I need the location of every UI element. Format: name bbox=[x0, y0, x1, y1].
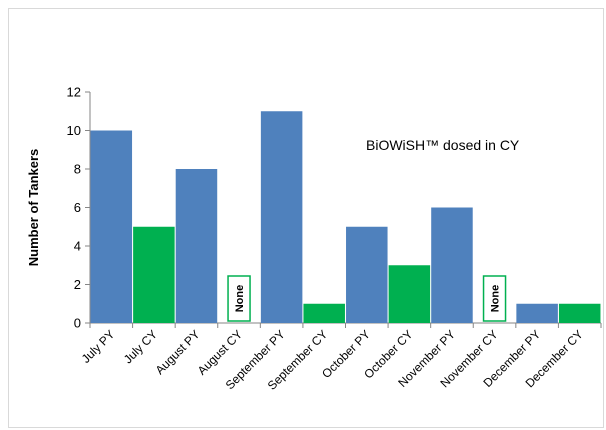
axes: 0 2 4 6 8 10 12 bbox=[67, 85, 602, 331]
bar-july-py bbox=[90, 130, 133, 323]
bar-october-py bbox=[346, 226, 388, 323]
y-tick-label: 8 bbox=[74, 162, 81, 177]
bar-september-cy bbox=[303, 303, 345, 323]
y-tick-label: 2 bbox=[74, 277, 81, 292]
none-label: None bbox=[490, 285, 502, 313]
y-tick-label: 4 bbox=[74, 239, 81, 254]
chart-frame: 0 2 4 6 8 10 12 None None July PY July CY August … bbox=[8, 8, 604, 428]
y-tick-label: 6 bbox=[74, 200, 81, 215]
bar-december-py bbox=[516, 303, 558, 323]
y-tick-label: 12 bbox=[67, 85, 81, 100]
y-tick-label: 10 bbox=[67, 123, 81, 138]
bar-november-py bbox=[431, 207, 473, 323]
bars: None None bbox=[90, 111, 601, 323]
none-label: None bbox=[234, 285, 246, 313]
bar-september-py bbox=[260, 111, 303, 323]
bar-august-py bbox=[175, 169, 218, 323]
none-marker-august-cy bbox=[227, 275, 251, 322]
bar-october-cy bbox=[388, 265, 431, 323]
none-marker-november-cy bbox=[482, 275, 507, 322]
bar-july-cy bbox=[133, 226, 175, 323]
chart-annotation: BiOWiSH™ dosed in CY bbox=[366, 137, 520, 153]
y-tick-label: 0 bbox=[74, 316, 81, 331]
y-axis-label: Number of Tankers bbox=[26, 149, 41, 267]
bar-december-cy bbox=[558, 303, 601, 323]
